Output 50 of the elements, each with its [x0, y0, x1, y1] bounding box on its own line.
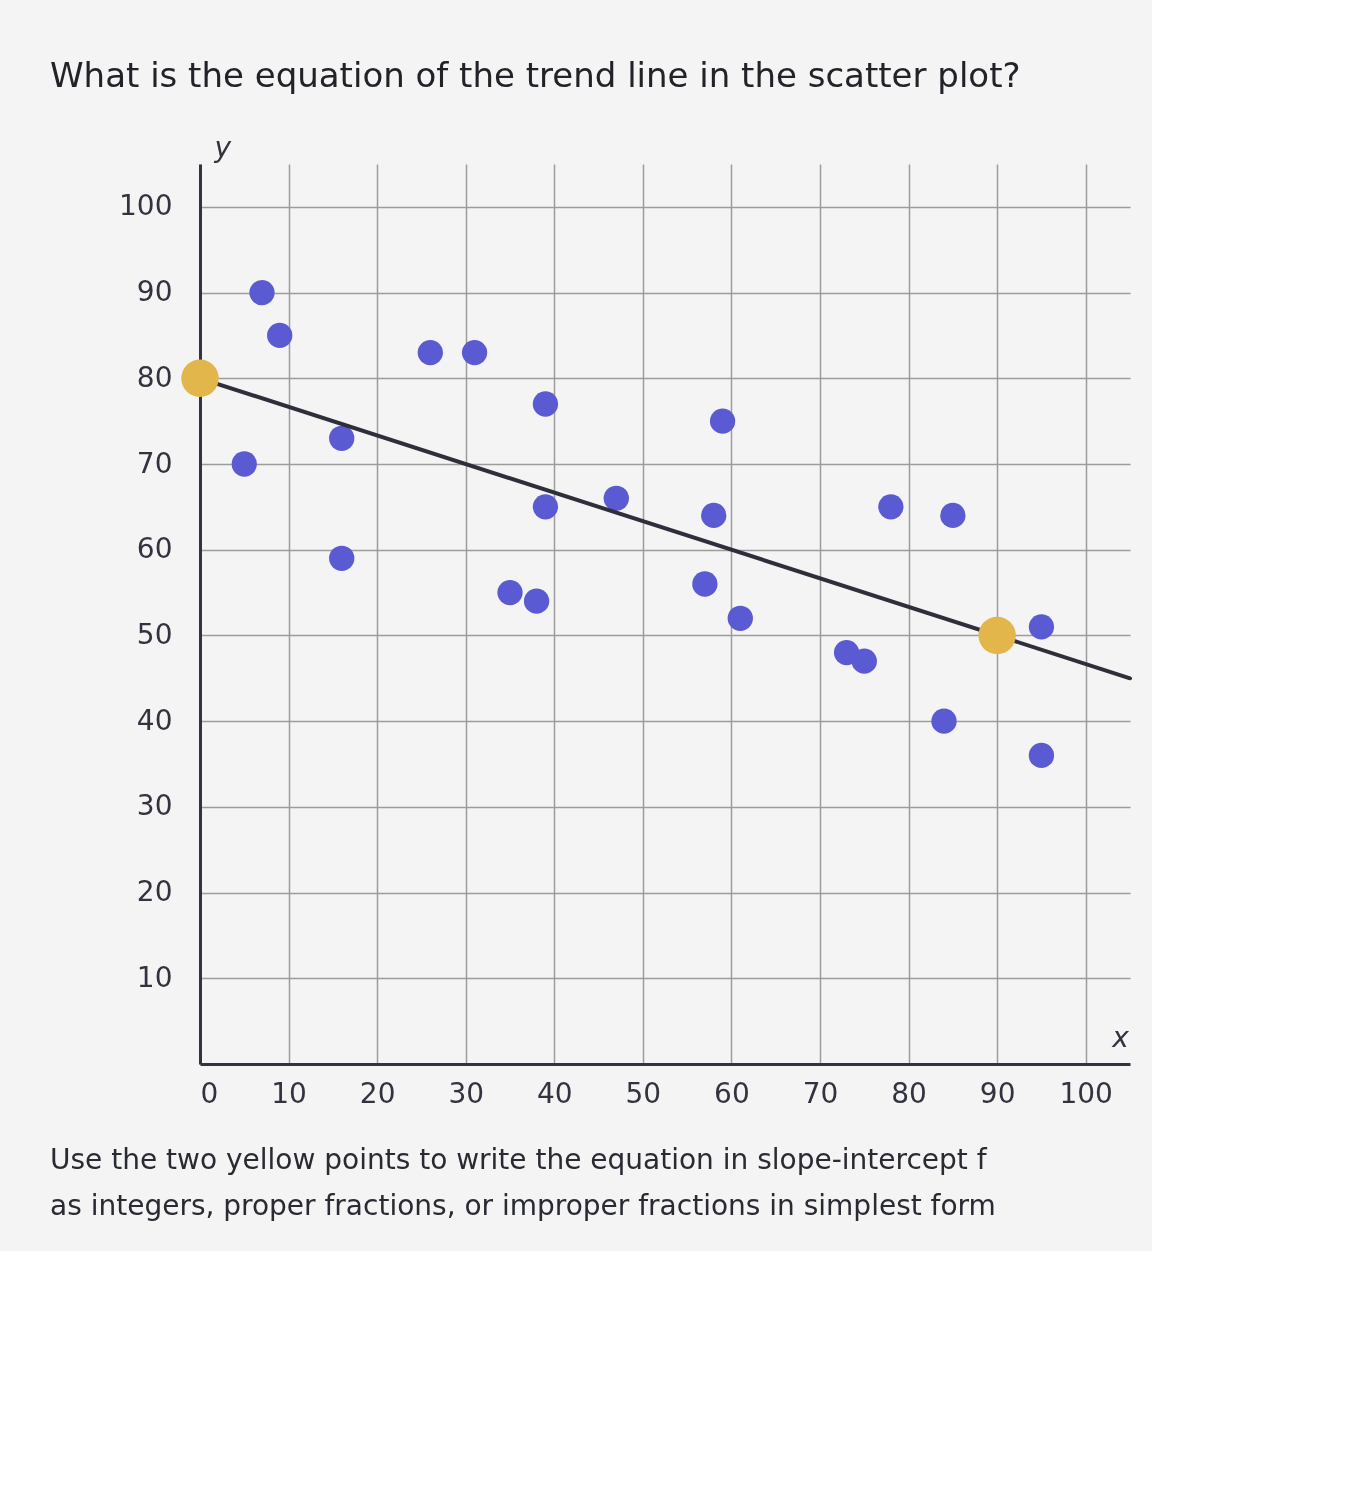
point: [231, 451, 257, 477]
point: [931, 708, 957, 734]
point: [878, 494, 904, 520]
x-tick-label: 10: [271, 1076, 307, 1110]
x-tick-label: 30: [448, 1076, 485, 1110]
y-tick-label: 20: [136, 875, 173, 909]
point: [603, 485, 629, 511]
y-tick-label: 10: [136, 960, 173, 994]
point: [1028, 614, 1055, 640]
x-axis-title: x: [1111, 1020, 1130, 1054]
point: [851, 648, 877, 674]
point: [417, 339, 443, 366]
point: [692, 571, 718, 597]
point: [709, 408, 736, 434]
point: [497, 579, 523, 606]
point: [329, 545, 355, 571]
text: as integers, proper fractions, or improper fractions in simplest form: [50, 1189, 996, 1222]
point: [1028, 742, 1055, 769]
x-tick-label: 40: [536, 1076, 573, 1110]
point: [329, 425, 355, 451]
y-tick-label: 90: [136, 275, 173, 309]
y-tick-label: 80: [136, 360, 173, 394]
chart-title: What is the equation of the trend line in the scatter plot?: [50, 55, 1021, 95]
x-tick-label: 80: [891, 1076, 927, 1110]
x-tick-label: 0: [200, 1076, 219, 1110]
point: [249, 279, 275, 306]
text: Use the two yellow points to write the equation in slope-intercept f: [50, 1143, 988, 1176]
x-tick-label: 20: [359, 1076, 396, 1110]
y-tick-label: 70: [136, 446, 173, 480]
point: [701, 502, 727, 529]
point: [181, 359, 219, 397]
point: [727, 605, 753, 631]
x-tick-label: 50: [625, 1076, 662, 1110]
point: [532, 494, 559, 520]
point: [940, 502, 966, 529]
x-tick-label: 60: [714, 1076, 750, 1110]
x-tick-label: 100: [1059, 1076, 1113, 1110]
point: [978, 616, 1016, 655]
y-tick-label: 30: [136, 789, 173, 823]
point: [532, 391, 559, 417]
x-tick-label: 70: [802, 1076, 839, 1110]
y-tick-label: 60: [136, 532, 173, 566]
y-tick-label: 50: [136, 617, 173, 651]
y-tick-label: 40: [136, 703, 173, 737]
point: [461, 339, 488, 366]
point: [523, 588, 550, 614]
point: [267, 322, 293, 349]
y-axis-title: y: [213, 130, 232, 164]
y-tick-label: 100: [119, 189, 173, 223]
x-tick-label: 90: [979, 1076, 1016, 1110]
